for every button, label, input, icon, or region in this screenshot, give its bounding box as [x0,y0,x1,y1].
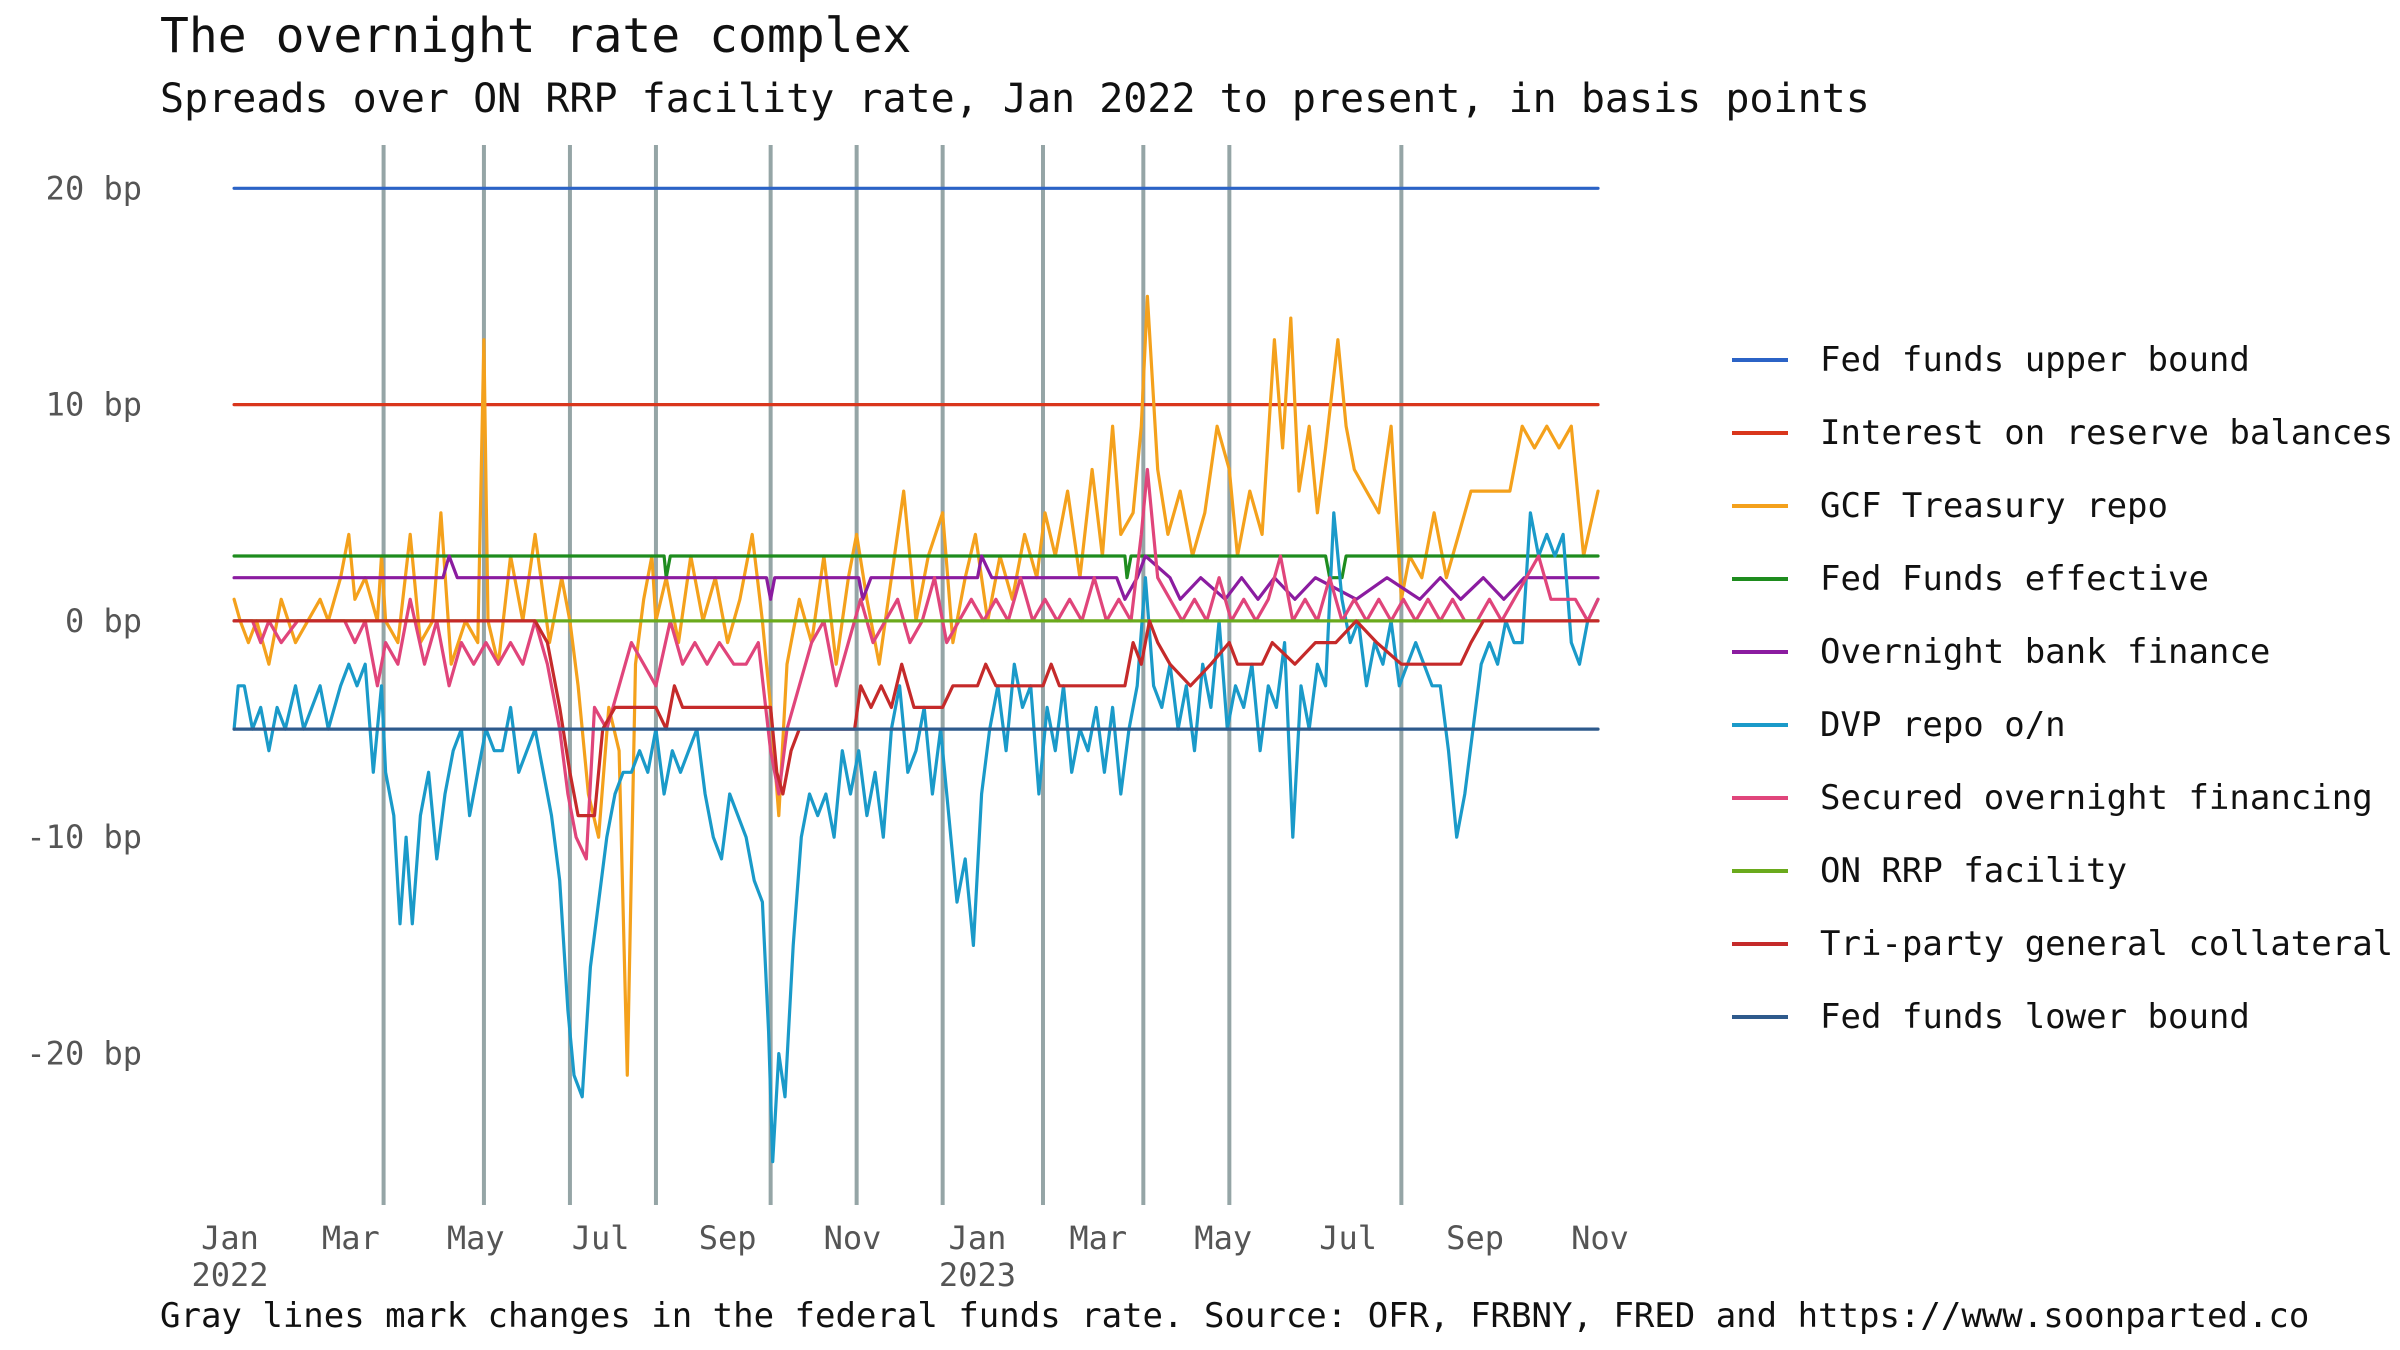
y-tick-label: 10 bp [46,386,142,424]
legend-label: Overnight bank finance [1820,632,2270,672]
series-line-secured-overnight-financing [232,467,1600,861]
y-tick-label: 20 bp [46,169,142,207]
x-tick-label: Sep [699,1219,757,1257]
x-tick-label: Sep [1446,1219,1504,1257]
series-lines [232,186,1600,1164]
chart-caption: Gray lines mark changes in the federal f… [160,1296,2310,1336]
series-line-fed-funds-effective [232,554,1600,580]
series-line-gcf-treasury-repo [232,294,1600,1077]
legend-label: Interest on reserve balances [1820,413,2393,453]
x-tick-year-label: 2023 [939,1256,1016,1294]
x-tick-label: Jan [949,1219,1007,1257]
legend-label: Tri-party general collateral [1820,924,2393,964]
chart-title: The overnight rate complex [160,8,912,64]
y-tick-label: -10 bp [26,818,142,856]
legend-label: GCF Treasury repo [1820,486,2168,526]
x-tick-label: May [1194,1219,1252,1257]
x-tick-label: Jul [572,1219,630,1257]
x-tick-label: Nov [824,1219,882,1257]
legend-label: Fed Funds effective [1820,559,2209,599]
x-tick-label: Jul [1319,1219,1377,1257]
chart-subtitle: Spreads over ON RRP facility rate, Jan 2… [160,76,1870,122]
legend: Fed funds upper bound Interest on reserve… [1732,340,2393,1037]
x-tick-year-label: 2022 [191,1256,268,1294]
y-axis: 20 bp 10 bp 0 bp -10 bp -20 bp [26,169,142,1072]
legend-label: Fed funds upper bound [1820,340,2250,380]
legend-label: DVP repo o/n [1820,705,2066,745]
x-tick-label: Mar [1069,1219,1127,1257]
x-tick-label: Nov [1571,1219,1629,1257]
rate-change-lines [381,145,1404,1205]
y-tick-label: -20 bp [26,1035,142,1073]
legend-label: Fed funds lower bound [1820,997,2250,1037]
x-tick-label: Mar [322,1219,380,1257]
legend-label: Secured overnight financing [1820,778,2373,818]
x-tick-label: May [447,1219,505,1257]
series-line-tri-party-general-collateral [232,619,1600,818]
y-tick-label: 0 bp [65,602,142,640]
x-tick-label: Jan [201,1219,259,1257]
legend-label: ON RRP facility [1820,851,2127,891]
